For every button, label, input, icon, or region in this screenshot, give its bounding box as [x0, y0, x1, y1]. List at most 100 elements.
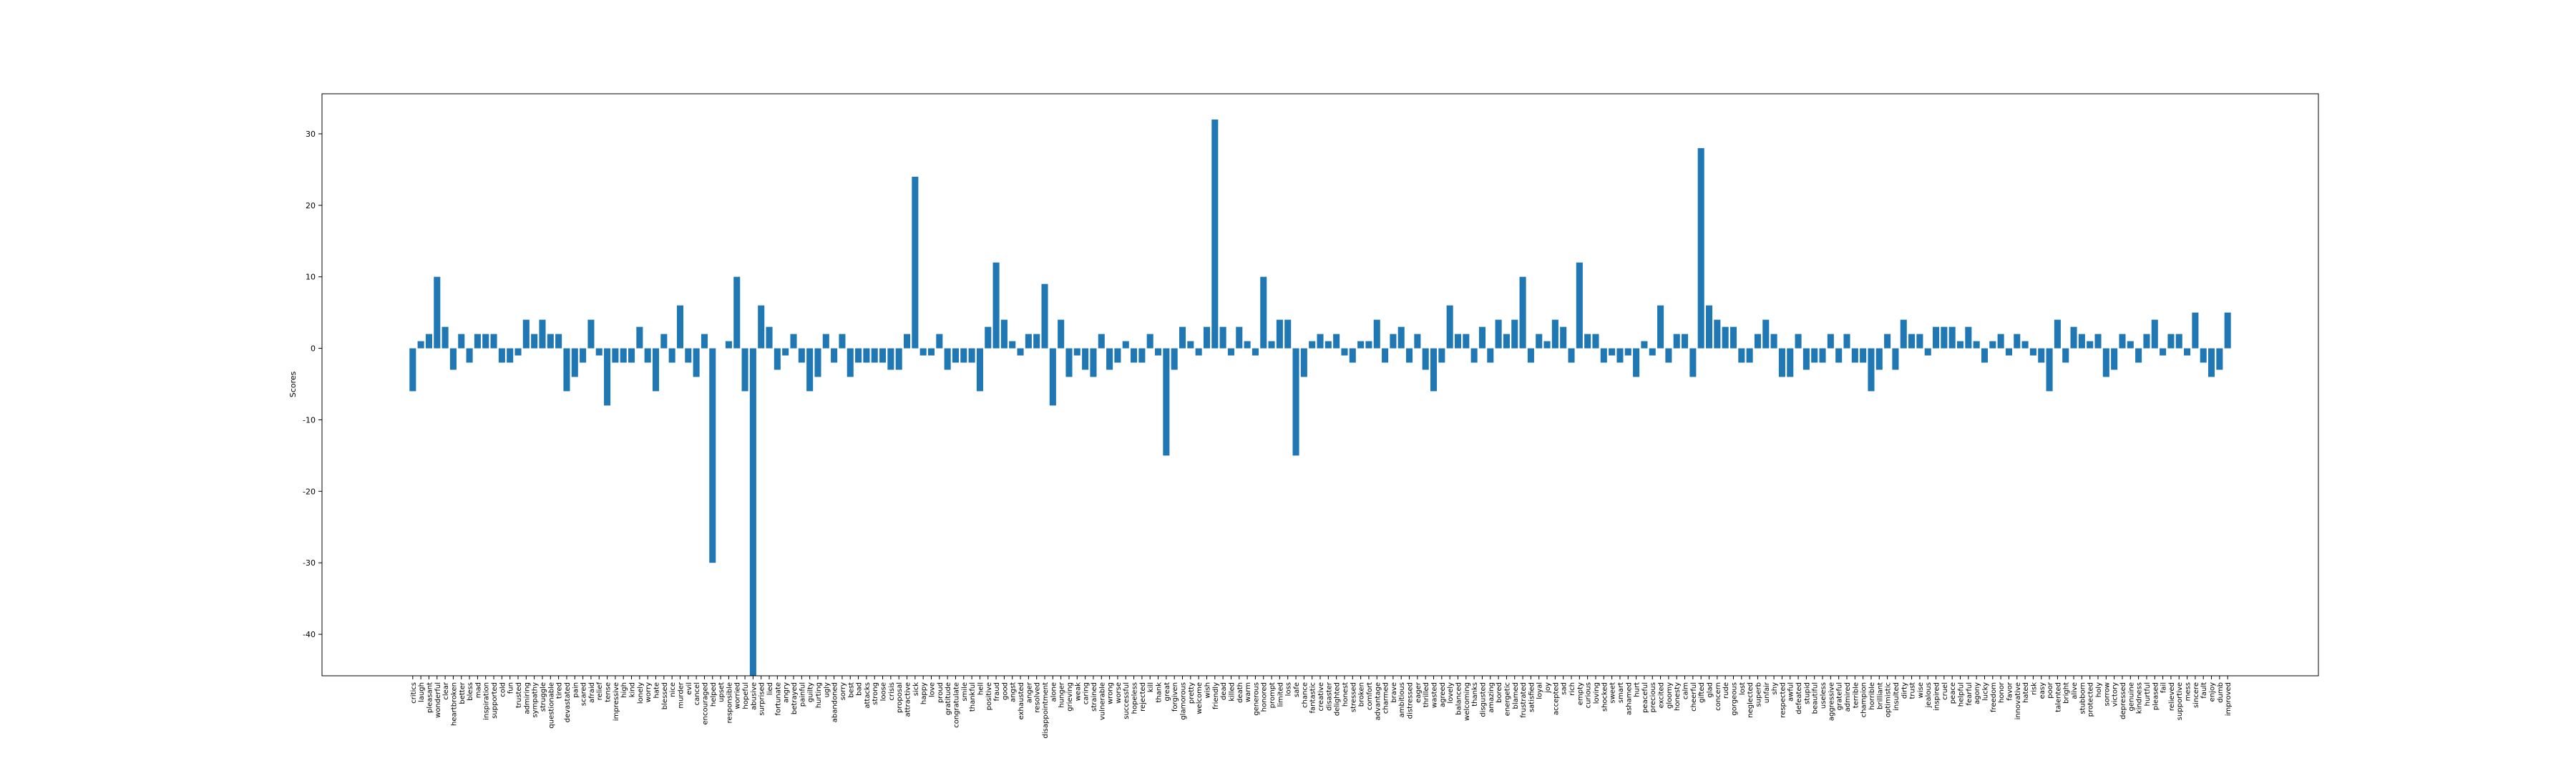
x-tick-label: ambitious: [1398, 682, 1406, 717]
x-tick-label: wonderful: [434, 682, 442, 718]
x-tick-label: easy: [2039, 682, 2046, 699]
bar: [1933, 326, 1940, 349]
x-tick-label: aggressive: [1828, 682, 1835, 721]
x-tick-label: bored: [1496, 682, 1503, 703]
x-tick-label: bless: [467, 682, 474, 701]
x-tick-label: alone: [1050, 682, 1058, 702]
bar: [1616, 348, 1624, 363]
x-tick-label: death: [1236, 682, 1244, 703]
bar: [701, 334, 708, 349]
x-tick-label: relieved: [2168, 682, 2176, 711]
x-tick-label: cold: [499, 682, 507, 697]
bar: [1155, 348, 1162, 356]
x-tick-label: favor: [2006, 682, 2014, 701]
x-tick-label: eager: [1415, 682, 1423, 703]
x-tick-label: rejected: [1139, 682, 1147, 712]
bar: [1009, 341, 1016, 349]
bar: [2151, 319, 2158, 349]
x-tick-label: disappointment: [1042, 682, 1050, 739]
x-tick-label: angst: [1010, 682, 1018, 702]
bar: [1641, 341, 1648, 349]
x-tick-label: agony: [1974, 682, 1981, 704]
bar: [652, 348, 660, 392]
bar: [1163, 348, 1170, 456]
bar: [660, 334, 668, 349]
bar: [2143, 334, 2150, 349]
x-tick-label: pain: [572, 682, 580, 698]
bar: [1892, 348, 1899, 370]
bar: [514, 348, 522, 356]
bar: [482, 334, 489, 349]
x-tick-label: sincere: [2192, 682, 2200, 708]
x-tick-label: admired: [1844, 682, 1852, 712]
x-tick-label: resolved: [1034, 682, 1042, 713]
x-tick-label: high: [620, 682, 628, 698]
x-tick-label: useless: [1820, 682, 1828, 709]
x-tick-label: lied: [766, 682, 774, 695]
x-tick-label: terrible: [1852, 682, 1860, 708]
x-tick-label: joy: [1544, 682, 1552, 694]
bar: [1754, 334, 1761, 349]
bar: [1033, 334, 1040, 349]
bar: [758, 305, 765, 349]
x-tick-label: thankful: [969, 682, 977, 712]
bar: [782, 348, 789, 356]
x-tick-label: pleasant: [426, 682, 434, 713]
bar: [749, 348, 756, 676]
x-tick-label: lost: [1739, 682, 1747, 695]
x-tick-label: vulnerable: [1098, 682, 1106, 720]
bar: [1495, 319, 1502, 349]
x-tick-label: alive: [2071, 682, 2079, 699]
bar: [927, 348, 935, 356]
bar: [1673, 334, 1680, 349]
x-tick-label: strained: [1091, 682, 1098, 712]
x-tick-label: scared: [580, 682, 588, 706]
bar: [668, 348, 675, 363]
bar: [1551, 319, 1558, 349]
x-tick-label: poor: [2046, 682, 2054, 699]
bar: [2054, 319, 2061, 349]
bar: [1146, 334, 1153, 349]
bar: [636, 326, 643, 349]
x-tick-label: brave: [1390, 682, 1398, 703]
bar: [1276, 319, 1283, 349]
x-tick-label: sick: [912, 682, 920, 696]
bar: [1487, 348, 1494, 363]
bar: [2102, 348, 2109, 377]
bar: [547, 334, 554, 349]
bar: [571, 348, 578, 377]
bar: [531, 334, 538, 349]
x-tick-label: satisfied: [1528, 682, 1536, 712]
bar: [879, 348, 887, 363]
bar: [1292, 348, 1299, 456]
x-tick-label: sympathy: [532, 682, 540, 718]
bar: [2005, 348, 2012, 356]
x-tick-label: surprised: [758, 682, 766, 716]
bar: [992, 262, 1000, 349]
x-tick-label: sad: [1561, 682, 1568, 695]
x-tick-label: bad: [856, 682, 864, 696]
bar: [1592, 334, 1599, 349]
x-tick-label: accepted: [1552, 682, 1560, 715]
x-tick-label: cheerful: [1690, 682, 1698, 712]
x-tick-label: hurt: [1634, 682, 1641, 697]
x-tick-label: peace: [1949, 682, 1957, 704]
x-tick-label: neglected: [1747, 682, 1755, 718]
bar: [693, 348, 700, 377]
x-tick-label: comfort: [1366, 682, 1374, 710]
x-tick-label: strong: [872, 682, 879, 705]
y-tick-label: 30: [306, 130, 316, 139]
bar: [1098, 334, 1105, 349]
x-tick-label: grateful: [1836, 682, 1844, 710]
x-tick-label: successful: [1123, 682, 1131, 719]
bar: [2078, 334, 2085, 349]
x-tick-label: protected: [2087, 682, 2095, 717]
x-tick-label: victory: [2112, 682, 2119, 707]
x-tick-label: shocked: [1601, 682, 1609, 712]
bar: [1787, 348, 1794, 377]
y-tick-label: -10: [303, 415, 316, 425]
bar: [612, 348, 619, 363]
x-tick-label: proposal: [896, 682, 904, 713]
bar: [2224, 312, 2231, 349]
bar: [1600, 348, 1607, 363]
